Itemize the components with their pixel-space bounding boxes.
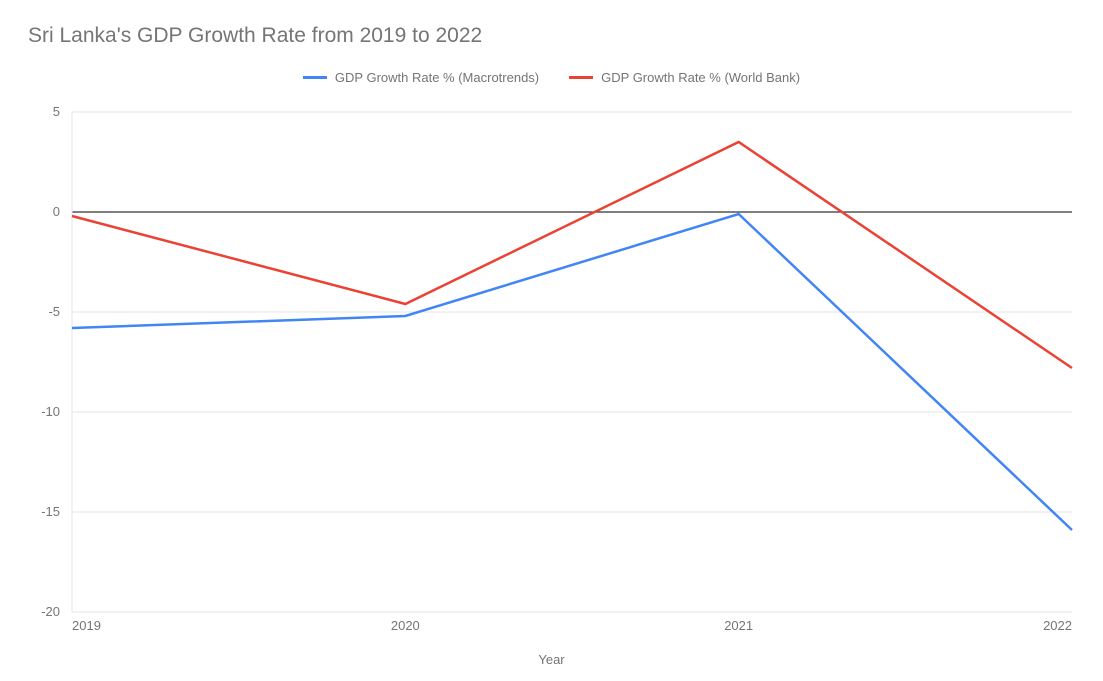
chart-title: Sri Lanka's GDP Growth Rate from 2019 to… xyxy=(28,24,482,48)
x-tick-label: 2022 xyxy=(1043,618,1072,633)
x-tick-label: 2021 xyxy=(724,618,753,633)
legend-item-macrotrends: GDP Growth Rate % (Macrotrends) xyxy=(303,70,539,85)
chart-container: Sri Lanka's GDP Growth Rate from 2019 to… xyxy=(0,0,1103,681)
x-tick-label: 2020 xyxy=(391,618,420,633)
series-line-1 xyxy=(72,142,1072,368)
y-tick-label: -10 xyxy=(41,404,60,419)
y-tick-label: -20 xyxy=(41,604,60,619)
legend-label-worldbank: GDP Growth Rate % (World Bank) xyxy=(601,70,800,85)
y-tick-label: -15 xyxy=(41,504,60,519)
legend-swatch-worldbank xyxy=(569,76,593,79)
chart-legend: GDP Growth Rate % (Macrotrends) GDP Grow… xyxy=(0,70,1103,85)
x-axis-label: Year xyxy=(0,652,1103,667)
x-tick-label: 2019 xyxy=(72,618,101,633)
legend-label-macrotrends: GDP Growth Rate % (Macrotrends) xyxy=(335,70,539,85)
y-tick-label: 5 xyxy=(53,104,60,119)
legend-swatch-macrotrends xyxy=(303,76,327,79)
y-tick-label: 0 xyxy=(53,204,60,219)
legend-item-worldbank: GDP Growth Rate % (World Bank) xyxy=(569,70,800,85)
chart-svg: -20-15-10-5052019202020212022 xyxy=(72,112,1072,612)
series-line-0 xyxy=(72,214,1072,530)
chart-plot-area: -20-15-10-5052019202020212022 xyxy=(72,112,1072,612)
y-tick-label: -5 xyxy=(48,304,60,319)
